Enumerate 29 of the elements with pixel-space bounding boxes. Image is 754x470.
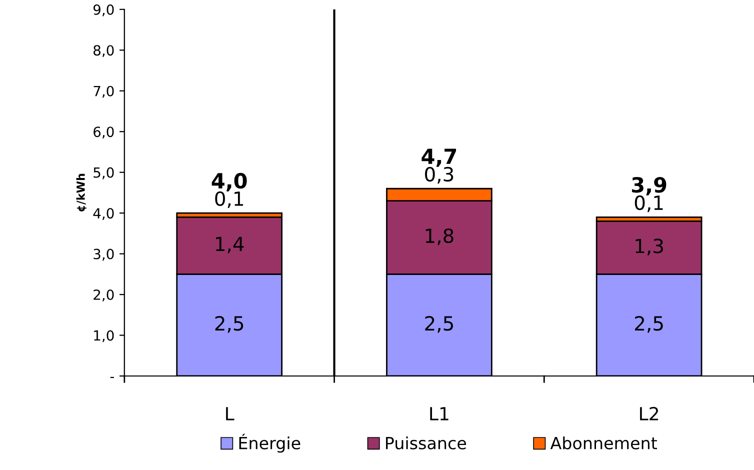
data-label: 1,3 [636,238,663,256]
y-tick-label: 1,0 [94,330,114,342]
legend-label: Énergie [239,434,300,453]
x-tick-label: L1 [430,407,448,420]
y-tick-label: 8,0 [94,45,114,58]
legend-label: Abonnement [550,436,657,450]
y-tick-label: - [110,376,114,378]
y-tick-label: 6,0 [94,126,114,138]
data-label: 2,5 [635,316,663,333]
data-label: 1,4 [216,236,244,254]
data-label: 1,8 [426,228,454,246]
total-label: 4,7 [422,148,456,167]
total-label: 4,0 [212,172,247,192]
y-tick-label: 7,0 [94,86,114,98]
y-tick-label: 9,0 [93,4,114,16]
y-tick-label: 5,0 [94,167,114,180]
data-label: 2,5 [425,316,453,333]
y-tick-label: 4,0 [93,208,114,220]
x-tick-label: L2 [640,406,658,420]
data-label: 0,3 [425,166,454,184]
y-tick-label: 2,0 [94,290,114,302]
data-label: 0,1 [215,191,244,208]
y-tick-label: 3,0 [94,248,114,261]
total-label: 3,9 [632,176,666,196]
legend-label: Puissance [386,436,466,450]
x-tick-label: L [226,407,234,420]
data-label: 0,1 [634,195,663,212]
data-label: 2,5 [215,316,244,333]
y-axis-title: ¢/kWh [76,174,86,212]
